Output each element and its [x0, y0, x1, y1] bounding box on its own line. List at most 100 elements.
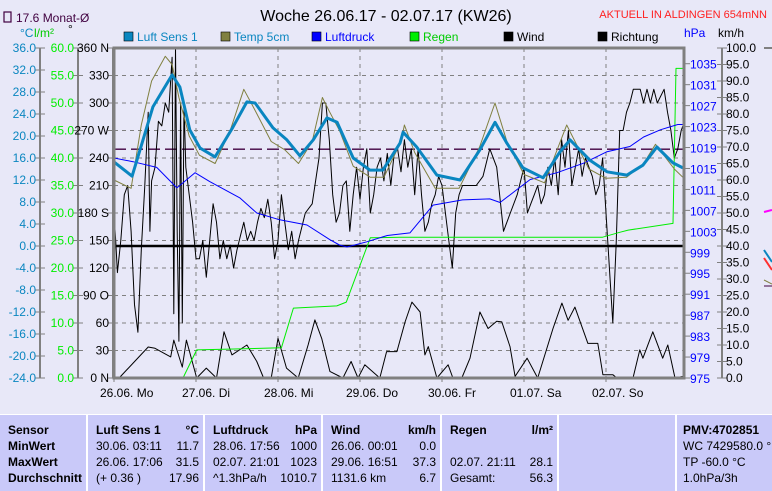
pressure-tick-label: 999	[690, 246, 710, 260]
pressure-tick-label: 1023	[690, 121, 717, 135]
direction-tick-label: 360 N	[77, 41, 109, 55]
direction-tick-label: 90 O	[83, 289, 109, 303]
wind-tick-label: 5.0	[726, 355, 743, 369]
stats-regen-column: Regen l/m² 02.07. 21:11 28.1 Gesamt: 56.3	[442, 415, 559, 491]
series-luft-sens-1	[113, 73, 684, 182]
celsius-tick-label: 36.0	[13, 41, 37, 55]
wind-tick-label: 45.0	[726, 223, 750, 237]
stats-luft-column: Luft Sens 1 °C 30.06. 03:11 11.7 26.06. 17…	[88, 415, 205, 491]
celsius-tick-label: -24.0	[9, 371, 37, 385]
stats-empty-column	[559, 415, 677, 491]
series-luftdruck	[113, 124, 683, 248]
luft-unit: °C	[185, 423, 199, 437]
legend-swatch	[220, 31, 231, 42]
pmv-tp: TP -60.0 °C	[683, 455, 746, 469]
wind-max-time: 29.06. 16:51	[331, 455, 398, 469]
celsius-tick-label: 12.0	[13, 173, 37, 187]
wind-tick-label: 50.0	[726, 206, 750, 220]
direction-tick-label: 210	[89, 179, 109, 193]
statistics-panel: Sensor MinWert MaxWert Durchschnitt Luft…	[0, 414, 772, 491]
wind-tick-label: 85.0	[726, 91, 750, 105]
rain-tick-label: 55.0	[51, 69, 75, 83]
x-tick-label: 29.06. Do	[346, 386, 398, 400]
chart-title: Woche 26.06.17 - 02.07.17 (KW26)	[260, 8, 511, 25]
legend-label: Luft Sens 1	[137, 30, 198, 44]
stats-min-label: MinWert	[8, 439, 56, 453]
pmv-trend: 1.0hPa/3h	[683, 471, 738, 485]
series-line-regen	[182, 67, 683, 379]
adjacent-chart-fragment	[763, 47, 772, 287]
celsius-tick-label: -12.0	[9, 305, 37, 319]
rain-tick-label: 5.0	[57, 344, 74, 358]
legend-label: Regen	[423, 30, 458, 44]
wind-tick-label: 65.0	[726, 157, 750, 171]
luft-max-time: 26.06. 17:06	[96, 455, 163, 469]
wind-tick-label: 35.0	[726, 256, 750, 270]
series-temp-5cm	[113, 55, 684, 189]
rain-tick-label: 25.0	[51, 234, 75, 248]
druck-avg-note: ^1.3hPa/h	[213, 471, 267, 485]
rain-tick-label: 40.0	[51, 151, 75, 165]
pressure-tick-label: 983	[690, 330, 710, 344]
luft-max: 31.5	[175, 455, 199, 469]
stats-max-label: MaxWert	[8, 455, 58, 469]
druck-max: 1023	[290, 455, 317, 469]
druck-min-time: 28.06. 17:56	[213, 439, 280, 453]
celsius-tick-label: 20.0	[13, 129, 37, 143]
pressure-tick-label: 1027	[690, 100, 717, 114]
pressure-tick-label: 1003	[690, 225, 717, 239]
series-lines	[113, 47, 686, 379]
wind-tick-label: 15.0	[726, 322, 750, 336]
wind-tick-label: 30.0	[726, 272, 750, 286]
celsius-tick-label: -20.0	[9, 349, 37, 363]
rain-tick-label: 45.0	[51, 124, 75, 138]
wind-tick-label: 55.0	[726, 190, 750, 204]
wind-tick-label: 25.0	[726, 289, 750, 303]
rain-unit: l/m²	[34, 26, 54, 40]
wind-tick-label: 20.0	[726, 305, 750, 319]
wind-tick-label: 75.0	[726, 124, 750, 138]
druck-max-time: 02.07. 21:01	[213, 455, 280, 469]
pressure-tick-label: 979	[690, 351, 710, 365]
celsius-tick-label: 32.0	[13, 63, 37, 77]
rain-tick-label: 35.0	[51, 179, 75, 193]
pmv-title: PMV:4702851	[683, 423, 760, 437]
series-line-luft-sens-1	[113, 73, 684, 182]
series-richtung	[113, 47, 686, 342]
druck-unit: hPa	[294, 423, 317, 437]
rain-tick-label: 20.0	[51, 261, 75, 275]
series-line-richtung	[113, 47, 686, 342]
wind-max: 37.3	[412, 455, 436, 469]
x-tick-label: 02.07. So	[592, 386, 644, 400]
series-line-luftdruck	[113, 124, 683, 248]
celsius-tick-label: -8.0	[15, 283, 36, 297]
direction-tick-label: 240	[89, 151, 109, 165]
x-tick-label: 01.07. Sa	[510, 386, 562, 400]
celsius-unit: °C	[20, 26, 34, 40]
wind-min-time: 26.06. 00:01	[331, 439, 398, 453]
stats-druck-column: Luftdruck hPa 28.06. 17:56 1000 02.07. 21:…	[205, 415, 323, 491]
pressure-tick-label: 1007	[690, 204, 717, 218]
series-line-wind	[118, 301, 683, 379]
direction-tick-label: 270 W	[74, 124, 109, 138]
celsius-tick-label: 8.0	[19, 195, 36, 209]
x-tick-label: 26.06. Mo	[100, 386, 154, 400]
rain-tick-label: 50.0	[51, 96, 75, 110]
luft-avg-note: (+ 0.36 )	[96, 471, 142, 485]
legend-label: Temp 5cm	[234, 30, 289, 44]
celsius-tick-label: 0.0	[19, 239, 36, 253]
pressure-tick-label: 1035	[690, 58, 717, 72]
wind-tick-label: 95.0	[726, 58, 750, 72]
x-tick-label: 27.06. Di	[182, 386, 230, 400]
legend-label: Richtung	[611, 30, 658, 44]
wind-tick-label: 70.0	[726, 140, 750, 154]
wind-tick-label: 60.0	[726, 173, 750, 187]
wind-tick-label: 80.0	[726, 107, 750, 121]
wind-avg: 6.7	[419, 471, 436, 485]
rain-tick-label: 60.0	[51, 41, 75, 55]
wind-tick-label: 40.0	[726, 239, 750, 253]
wind-min: 0.0	[419, 439, 436, 453]
direction-tick-label: 60	[96, 316, 110, 330]
direction-tick-label: 300	[89, 96, 109, 110]
weather-chart: 36.0 32.0 28.0 24.0 20.0 16.0 12.0 8.0 4.0 0.0 -4.…	[3, 8, 772, 400]
